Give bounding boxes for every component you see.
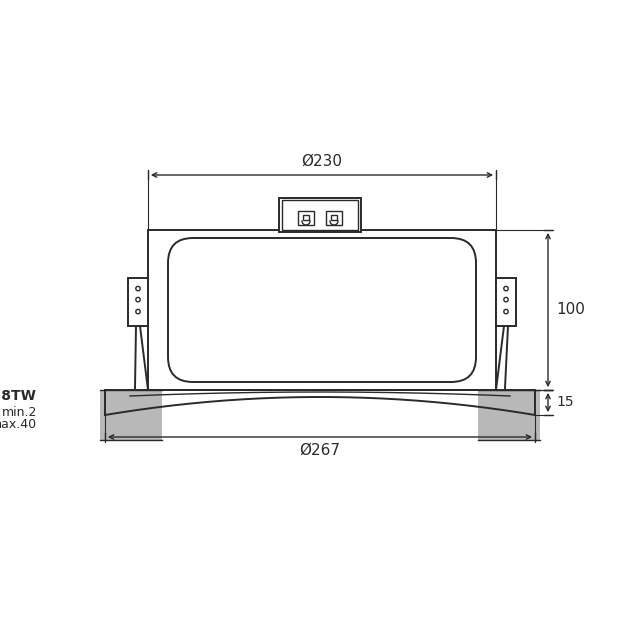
Bar: [279, 198, 361, 232]
Bar: [298, 211, 314, 225]
Bar: [100, 390, 162, 440]
Circle shape: [136, 298, 140, 302]
Circle shape: [136, 286, 140, 291]
Text: Ø230: Ø230: [301, 154, 342, 169]
Text: Ø267: Ø267: [300, 443, 340, 458]
Bar: [303, 215, 309, 220]
Circle shape: [504, 286, 508, 291]
Text: max.40: max.40: [0, 417, 37, 431]
Bar: [128, 278, 148, 326]
Bar: [148, 230, 496, 390]
Text: 15: 15: [556, 396, 573, 410]
Bar: [478, 390, 540, 440]
Text: min.2: min.2: [2, 406, 37, 419]
FancyBboxPatch shape: [168, 238, 476, 382]
Bar: [496, 278, 516, 326]
Bar: [331, 215, 337, 220]
Bar: [326, 211, 342, 225]
Bar: [282, 200, 358, 230]
Circle shape: [504, 309, 508, 314]
Circle shape: [136, 309, 140, 314]
Text: 100: 100: [556, 303, 585, 317]
Text: EDL-38TW: EDL-38TW: [0, 389, 37, 403]
Circle shape: [504, 298, 508, 302]
